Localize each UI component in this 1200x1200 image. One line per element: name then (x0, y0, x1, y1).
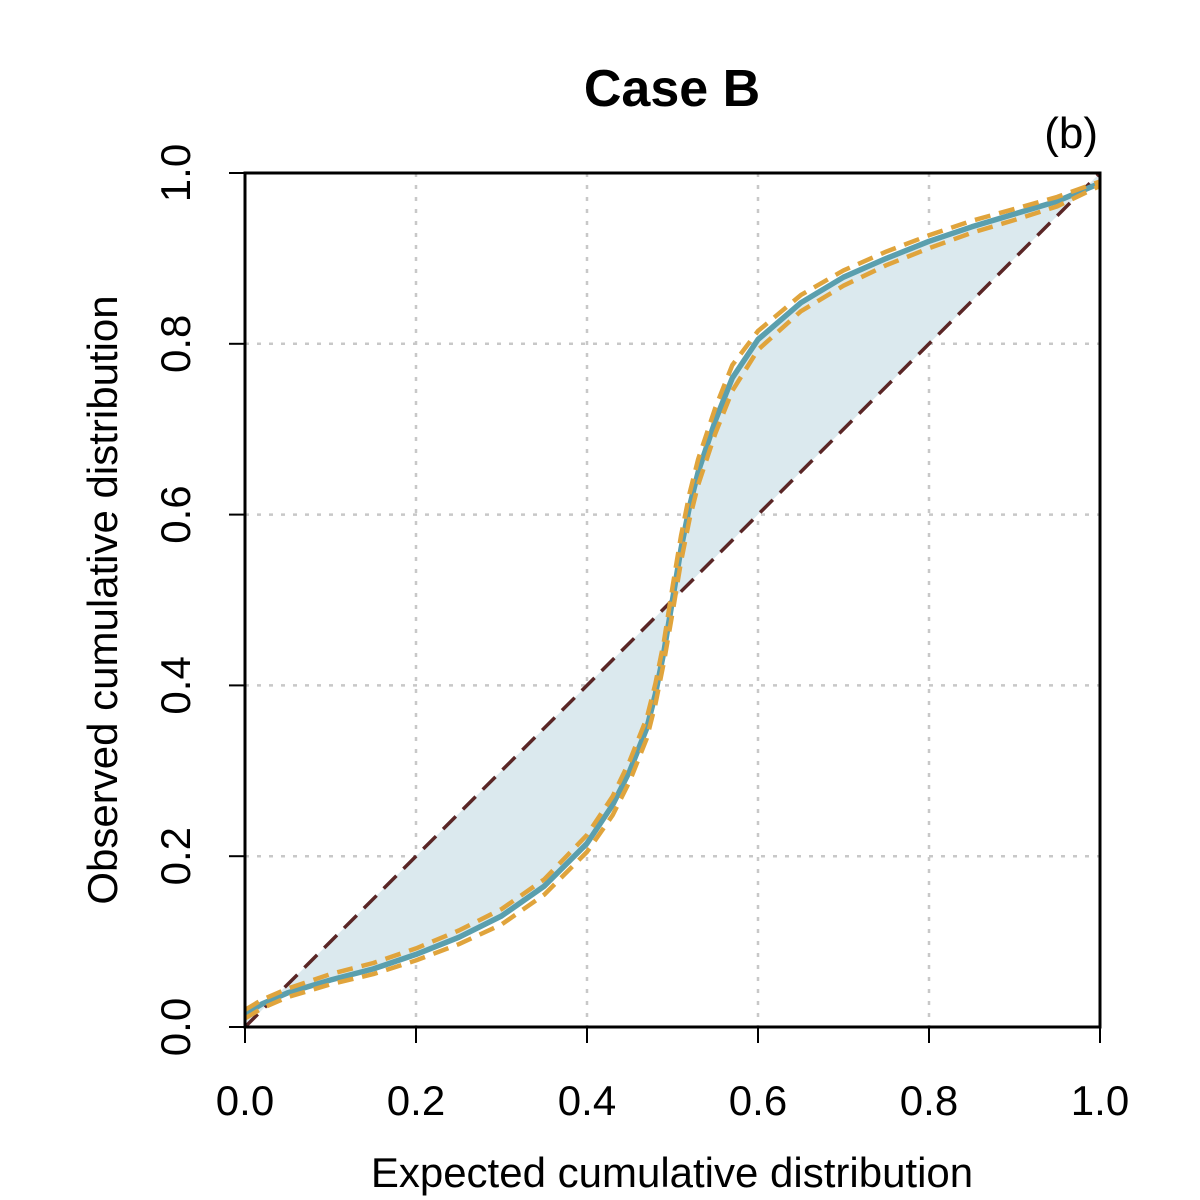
x-tick-label-1: 0.2 (387, 1077, 445, 1124)
series-layer (243, 171, 1102, 1029)
y-tick-label-2: 0.4 (152, 656, 199, 714)
x-tick-label-2: 0.4 (558, 1077, 616, 1124)
x-tick-label-5: 1.0 (1071, 1077, 1129, 1124)
x-tick-label-3: 0.6 (729, 1077, 787, 1124)
chart-title: Case B (584, 60, 760, 118)
panel-label: (b) (1044, 109, 1098, 158)
x-tick-label-4: 0.8 (900, 1077, 958, 1124)
lower-bound-line (243, 183, 1101, 1021)
upper-bound-line (243, 179, 1101, 1012)
y-axis-label: Observed cumulative distribution (79, 295, 126, 904)
plot-frame (243, 171, 1102, 1029)
observed-curve-line (243, 180, 1102, 1017)
y-tick-label-5: 1.0 (152, 144, 199, 202)
x-axis-label: Expected cumulative distribution (371, 1149, 973, 1196)
y-tick-label-1: 0.2 (152, 827, 199, 885)
y-tick-label-0: 0.0 (152, 998, 199, 1056)
y-tick-label-4: 0.8 (152, 315, 199, 373)
y-tick-label-3: 0.6 (152, 485, 199, 543)
axes: 0.0 0.2 0.4 0.6 0.8 1.0 0.0 0.2 0.4 0.6 0.8 1.0 (152, 144, 1129, 1124)
x-tick-label-0: 0.0 (216, 1077, 274, 1124)
